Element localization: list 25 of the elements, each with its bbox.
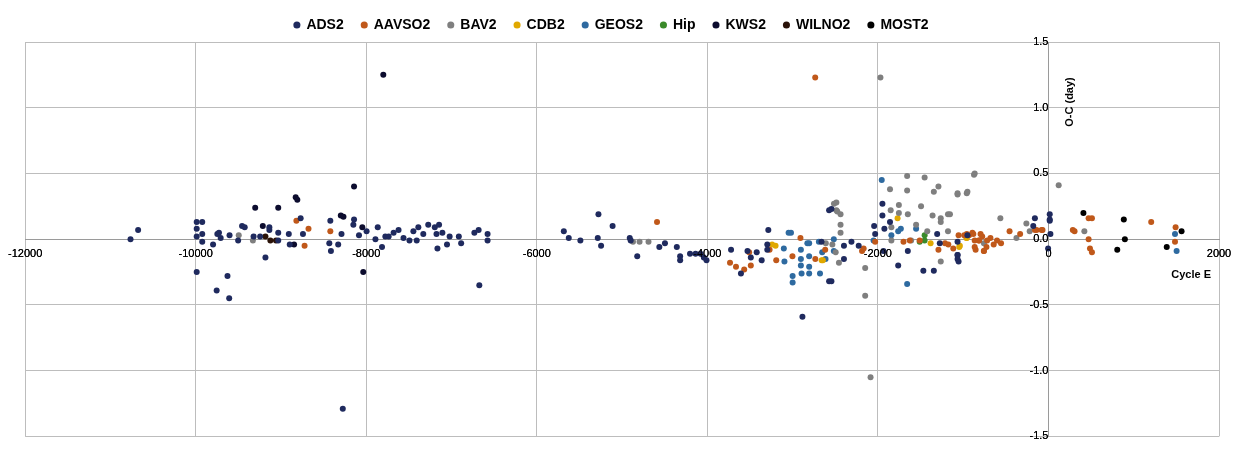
legend-label: ADS2 (306, 15, 344, 32)
x-tick-label: -10000 (178, 246, 213, 259)
legend-label: CDB2 (526, 15, 565, 32)
x-axis-title: Cycle E (1171, 267, 1211, 280)
x-tick-label: -4000 (693, 246, 722, 259)
y-tick-label: 1.0 (1033, 100, 1049, 113)
legend-label: BAV2 (460, 15, 497, 32)
x-tick-label: -2000 (863, 246, 892, 259)
y-tick-label: -1.5 (1029, 429, 1049, 442)
legend-label: WILNO2 (795, 15, 851, 32)
y-tick-label: 1.5 (1033, 35, 1049, 48)
legend-label: MOST2 (880, 15, 929, 32)
y-tick-label: 0.5 (1033, 166, 1049, 179)
x-tick-label: -6000 (522, 246, 551, 259)
y-tick-label: 0.0 (1033, 232, 1049, 245)
x-tick-label: -12000 (7, 246, 43, 259)
y-axis-title: O-C (day) (1063, 76, 1076, 127)
legend-label: GEOS2 (594, 15, 644, 32)
legend-label: KWS2 (725, 15, 767, 32)
x-tick-label: 2000 (1206, 246, 1232, 259)
x-tick-label: -8000 (352, 246, 381, 259)
legend-label: Hip (672, 15, 696, 32)
y-tick-label: -1.0 (1029, 363, 1049, 376)
legend-label: AAVSO2 (373, 15, 431, 32)
y-tick-label: -0.5 (1029, 297, 1049, 310)
